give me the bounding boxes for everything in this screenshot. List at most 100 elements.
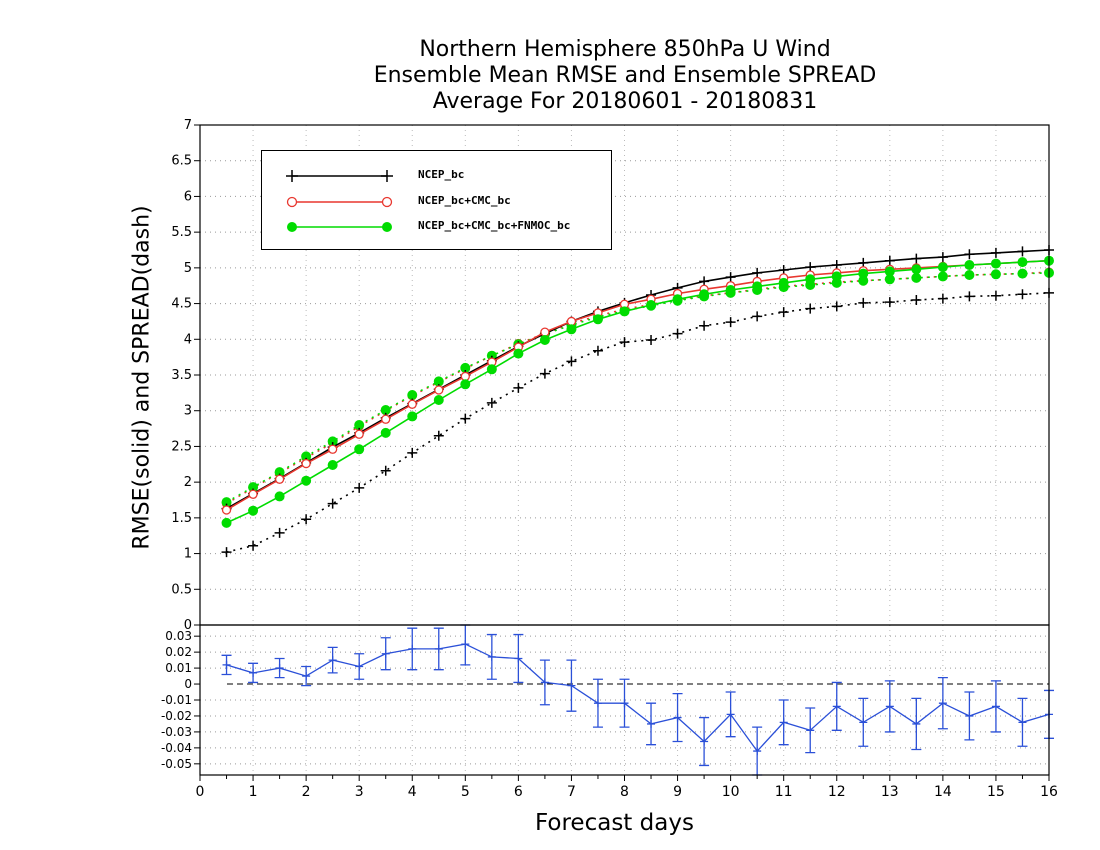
point-rmse-ncep — [990, 247, 1001, 258]
point-rmse-fnmoc — [301, 475, 312, 486]
x-axis-label: Forecast days — [535, 810, 694, 836]
point-rmse-fnmoc — [592, 314, 603, 325]
y-tick-label-lower: -0.05 — [161, 757, 192, 771]
point-spread-ncep — [566, 356, 577, 367]
point-spread-ncep — [699, 320, 710, 331]
point-rmse-cmc — [434, 385, 444, 395]
y-tick-label: 6 — [184, 189, 192, 204]
point-rmse-cmc — [381, 414, 391, 424]
difference-point — [540, 678, 549, 687]
point-spread-ncep — [354, 482, 365, 493]
point-rmse-cmc — [328, 444, 338, 454]
point-spread-ncep — [884, 297, 895, 308]
point-rmse-cmc — [221, 505, 232, 515]
x-tick-label: 9 — [673, 784, 682, 800]
legend-item-cmc: NCEP_bc+CMC_bc — [262, 190, 611, 214]
point-rmse-fnmoc — [513, 348, 524, 359]
point-rmse-ncep — [884, 255, 895, 266]
difference-point — [885, 702, 894, 711]
point-spread-ncep — [990, 290, 1001, 301]
y-tick-label: 1 — [184, 547, 192, 562]
difference-point — [381, 649, 390, 658]
chart-title-line-3: Average For 20180601 - 20180831 — [432, 89, 818, 114]
point-rmse-fnmoc — [354, 444, 365, 455]
difference-point — [408, 644, 417, 653]
point-spread-fnmoc — [354, 420, 365, 430]
point-spread-ncep — [672, 328, 683, 339]
difference-point — [938, 699, 947, 708]
point-spread-ncep — [911, 295, 922, 305]
y-tick-label: 4 — [184, 332, 192, 347]
difference-point — [647, 719, 656, 728]
series-line-rmse-cmc — [226, 259, 1050, 511]
chart-legend: NCEP_bc NCEP_bc+CMC_bc NCEP_bc+CMC_bc+FN… — [261, 150, 612, 250]
point-rmse-fnmoc — [619, 306, 630, 317]
point-spread-ncep — [592, 345, 603, 356]
difference-point — [620, 699, 629, 708]
point-rmse-fnmoc — [221, 517, 232, 528]
x-tick-label: 7 — [567, 784, 576, 800]
legend-swatch-ncep — [286, 170, 393, 182]
point-rmse-fnmoc — [380, 427, 391, 438]
point-spread-fnmoc — [1017, 268, 1028, 279]
point-spread-ncep — [646, 335, 657, 345]
point-spread-ncep — [752, 311, 763, 322]
difference-point — [806, 726, 815, 735]
x-tick-label: 1 — [249, 784, 258, 800]
difference-point — [779, 718, 788, 727]
y-tick-label: 1.5 — [171, 511, 192, 526]
difference-point — [249, 668, 258, 677]
difference-point — [673, 713, 682, 722]
y-tick-label: 4.5 — [171, 297, 192, 312]
y-tick-label: 2.5 — [171, 439, 192, 454]
point-rmse-fnmoc — [486, 364, 497, 375]
point-spread-ncep — [805, 303, 816, 314]
point-rmse-fnmoc — [858, 268, 869, 279]
point-rmse-fnmoc — [1017, 257, 1028, 268]
difference-point — [222, 660, 231, 669]
point-spread-ncep — [964, 291, 975, 302]
point-rmse-cmc — [460, 371, 470, 382]
difference-point — [487, 652, 496, 661]
y-tick-label: 7 — [184, 118, 192, 133]
legend-label-fnmoc: NCEP_bc+CMC_bc+FNMOC_bc — [418, 219, 571, 232]
point-spread-ncep — [937, 293, 948, 304]
x-tick-label: 12 — [828, 784, 846, 800]
point-spread-fnmoc — [884, 274, 895, 285]
point-rmse-ncep — [1017, 246, 1028, 257]
point-rmse-fnmoc — [699, 289, 710, 300]
point-rmse-cmc — [354, 429, 364, 439]
point-spread-ncep — [619, 337, 630, 348]
x-tick-label: 11 — [775, 784, 793, 800]
y-tick-label-lower: 0 — [184, 677, 192, 691]
point-rmse-fnmoc — [248, 505, 259, 516]
difference-point — [912, 719, 921, 728]
legend-label-cmc: NCEP_bc+CMC_bc — [418, 194, 511, 207]
y-tick-label-lower: 0.02 — [165, 645, 192, 659]
x-tick-label: 4 — [408, 784, 417, 800]
difference-point — [832, 702, 841, 711]
difference-point — [434, 644, 443, 653]
y-tick-label-lower: -0.03 — [161, 725, 192, 739]
difference-point — [461, 640, 470, 649]
point-rmse-fnmoc — [990, 258, 1001, 269]
point-spread-fnmoc — [433, 376, 444, 387]
x-tick-label: 6 — [514, 784, 523, 800]
difference-point — [328, 656, 337, 665]
point-rmse-fnmoc — [460, 379, 471, 390]
x-tick-label: 3 — [355, 784, 364, 800]
point-rmse-fnmoc — [433, 395, 444, 405]
point-rmse-cmc — [301, 458, 311, 469]
point-spread-fnmoc — [911, 272, 922, 283]
difference-point — [302, 672, 311, 681]
point-spread-ncep — [831, 301, 842, 312]
point-rmse-fnmoc — [831, 271, 842, 282]
point-spread-ncep — [327, 498, 338, 509]
legend-item-ncep: NCEP_bc — [262, 164, 611, 188]
x-tick-label: 8 — [620, 784, 629, 800]
point-rmse-fnmoc — [274, 491, 285, 502]
point-spread-fnmoc — [858, 275, 869, 286]
point-spread-fnmoc — [937, 271, 948, 282]
y-tick-label: 0.5 — [171, 582, 192, 597]
point-rmse-ncep — [964, 249, 975, 260]
